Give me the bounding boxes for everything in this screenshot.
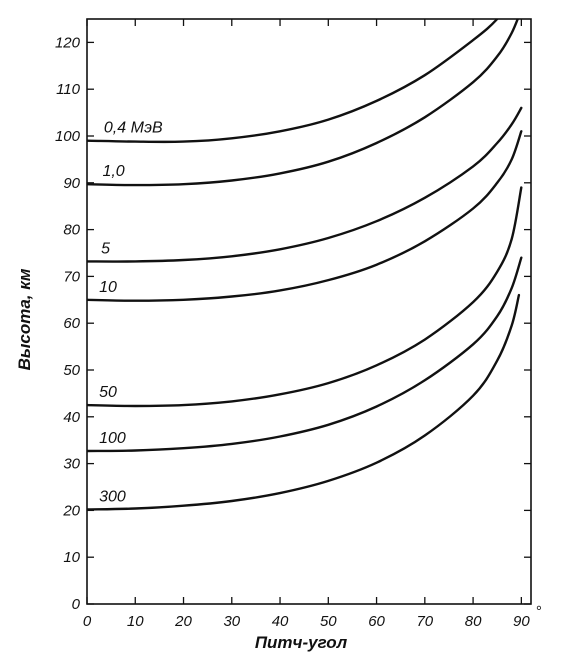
y-tick-label: 20 [62, 502, 80, 519]
series-line-5 [87, 256, 523, 453]
x-tick-label: 60 [368, 613, 385, 630]
series-label-5: 100 [99, 430, 126, 447]
series-label-4: 50 [99, 384, 117, 401]
series-line-6 [87, 293, 521, 511]
series-line-1 [87, 19, 520, 187]
y-tick-label: 10 [63, 549, 80, 566]
series-label-1: 1,0 [102, 163, 124, 180]
ticks-layer [86, 19, 531, 605]
x-tick-label: 20 [174, 613, 192, 630]
series-line-2 [87, 106, 523, 263]
x-axis-title: Питч-угол [255, 633, 348, 652]
y-tick-label: 80 [63, 222, 80, 239]
y-tick-label: 0 [72, 596, 81, 613]
x-tick-label: 10 [127, 613, 144, 630]
series-line-4 [87, 186, 523, 408]
y-tick-label: 70 [63, 268, 80, 285]
y-tick-label: 120 [55, 34, 81, 51]
x-tick-label: 70 [416, 613, 433, 630]
plot-frame [86, 18, 532, 605]
y-tick-label: 90 [63, 175, 80, 192]
y-tick-label: 30 [63, 456, 80, 473]
labels-layer: 0 10 20 30 40 50 60 70 80 90 100 110 120 0 10 20 30 40 50 6… [55, 34, 541, 630]
y-axis-title: Высота, км [15, 268, 34, 370]
y-tick-label: 110 [56, 81, 81, 98]
series-line-3 [87, 130, 523, 302]
series-label-6: 300 [99, 488, 126, 505]
y-tick-label: 40 [63, 409, 80, 426]
y-tick-label: 50 [63, 362, 80, 379]
x-tick-label: 90 [513, 613, 530, 630]
series-label-0: 0,4 МэВ [104, 120, 163, 137]
series-label-2: 5 [101, 240, 110, 257]
x-tick-label: 0 [83, 613, 92, 630]
x-unit-label: ° [535, 603, 541, 620]
series-label-3: 10 [99, 279, 117, 296]
y-tick-label: 100 [55, 128, 81, 145]
series-line-0 [87, 19, 499, 144]
y-tick-label: 60 [63, 315, 80, 332]
x-tick-label: 80 [465, 613, 482, 630]
curves-layer [87, 19, 523, 511]
x-tick-label: 40 [272, 613, 289, 630]
x-tick-label: 30 [223, 613, 240, 630]
x-tick-label: 50 [320, 613, 337, 630]
